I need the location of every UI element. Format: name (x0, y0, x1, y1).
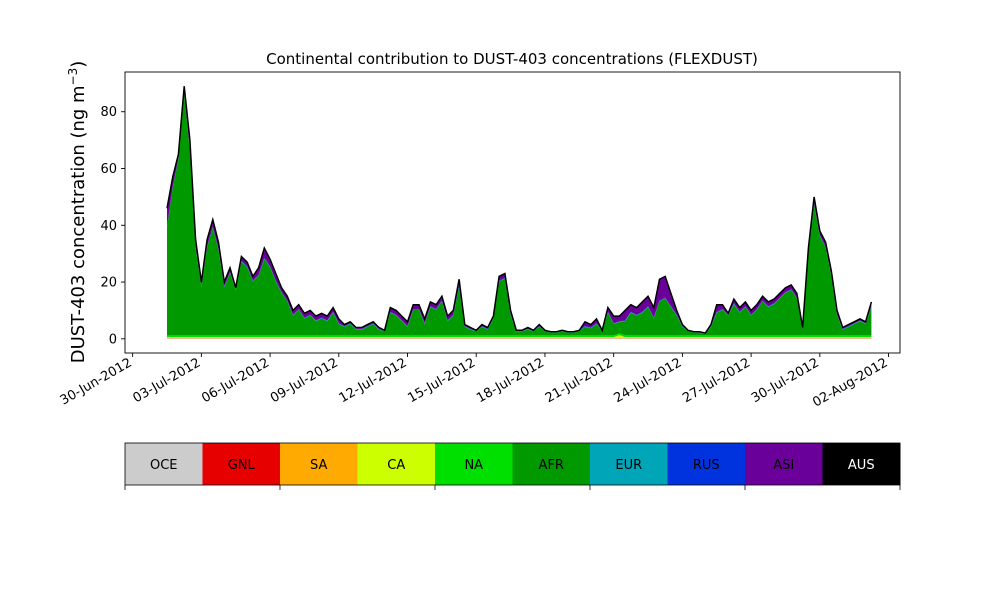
x-tick-label: 12-Jul-2012 (337, 355, 410, 406)
area-afr (167, 94, 872, 336)
legend-swatch-rus (667, 443, 746, 485)
x-tick-label: 15-Jul-2012 (405, 355, 478, 406)
x-tick-label: 02-Aug-2012 (810, 355, 890, 410)
y-axis-label-main: DUST-403 concentration (ng m (68, 85, 89, 363)
legend-swatch-aus (822, 443, 901, 485)
legend-swatch-oce (125, 443, 203, 485)
legend-label-oce: OCE (150, 458, 178, 473)
legend-label-sa: SA (310, 458, 327, 473)
legend-swatch-ca (357, 443, 436, 485)
x-tick-label: 27-Jul-2012 (680, 355, 753, 406)
total-outline (166, 86, 873, 334)
area-na (167, 333, 872, 338)
x-tick-label: 18-Jul-2012 (474, 355, 547, 406)
legend-swatch-sa (280, 443, 358, 485)
legend-label-rus: RUS (693, 458, 720, 473)
x-tick-label: 06-Jul-2012 (199, 355, 272, 406)
y-tick-label: 60 (100, 162, 117, 177)
y-tick-label: 0 (109, 332, 117, 347)
area-ca (167, 335, 872, 338)
y-tick-label: 80 (100, 105, 117, 120)
legend-label-ca: CA (387, 458, 405, 473)
legend-frame (124, 442, 901, 486)
y-axis-label: DUST-403 concentration (ng m−3) (66, 61, 89, 364)
plot-area (166, 86, 873, 339)
legend-label-asi: ASI (773, 458, 794, 473)
legend-label-eur: EUR (615, 458, 642, 473)
x-tick-label: 09-Jul-2012 (268, 355, 341, 406)
legend-swatch-na (435, 443, 513, 485)
y-tick-label: 20 (100, 276, 117, 291)
legend-label-na: NA (464, 458, 483, 473)
legend-label-gnl: GNL (228, 458, 256, 473)
legend-label-afr: AFR (539, 458, 564, 473)
chart-title: Continental contribution to DUST-403 con… (266, 50, 758, 68)
legend-swatch-gnl (202, 443, 281, 485)
y-tick-label: 40 (100, 219, 117, 234)
y-axis-label-close: ) (68, 61, 89, 68)
x-tick-label: 24-Jul-2012 (612, 355, 685, 406)
legend: OCE GNL SA CA NA AFR EUR RUS ASI AUS (124, 442, 901, 490)
legend-swatch-eur (590, 443, 668, 485)
legend-swatch-asi (745, 443, 823, 485)
legend-swatch-afr (512, 443, 591, 485)
x-tick-label: 03-Jul-2012 (131, 355, 204, 406)
legend-label-aus: AUS (848, 458, 875, 473)
plot-frame (124, 71, 901, 354)
x-tick-label: 21-Jul-2012 (543, 355, 616, 406)
y-axis-label-superscript: −3 (66, 68, 80, 86)
